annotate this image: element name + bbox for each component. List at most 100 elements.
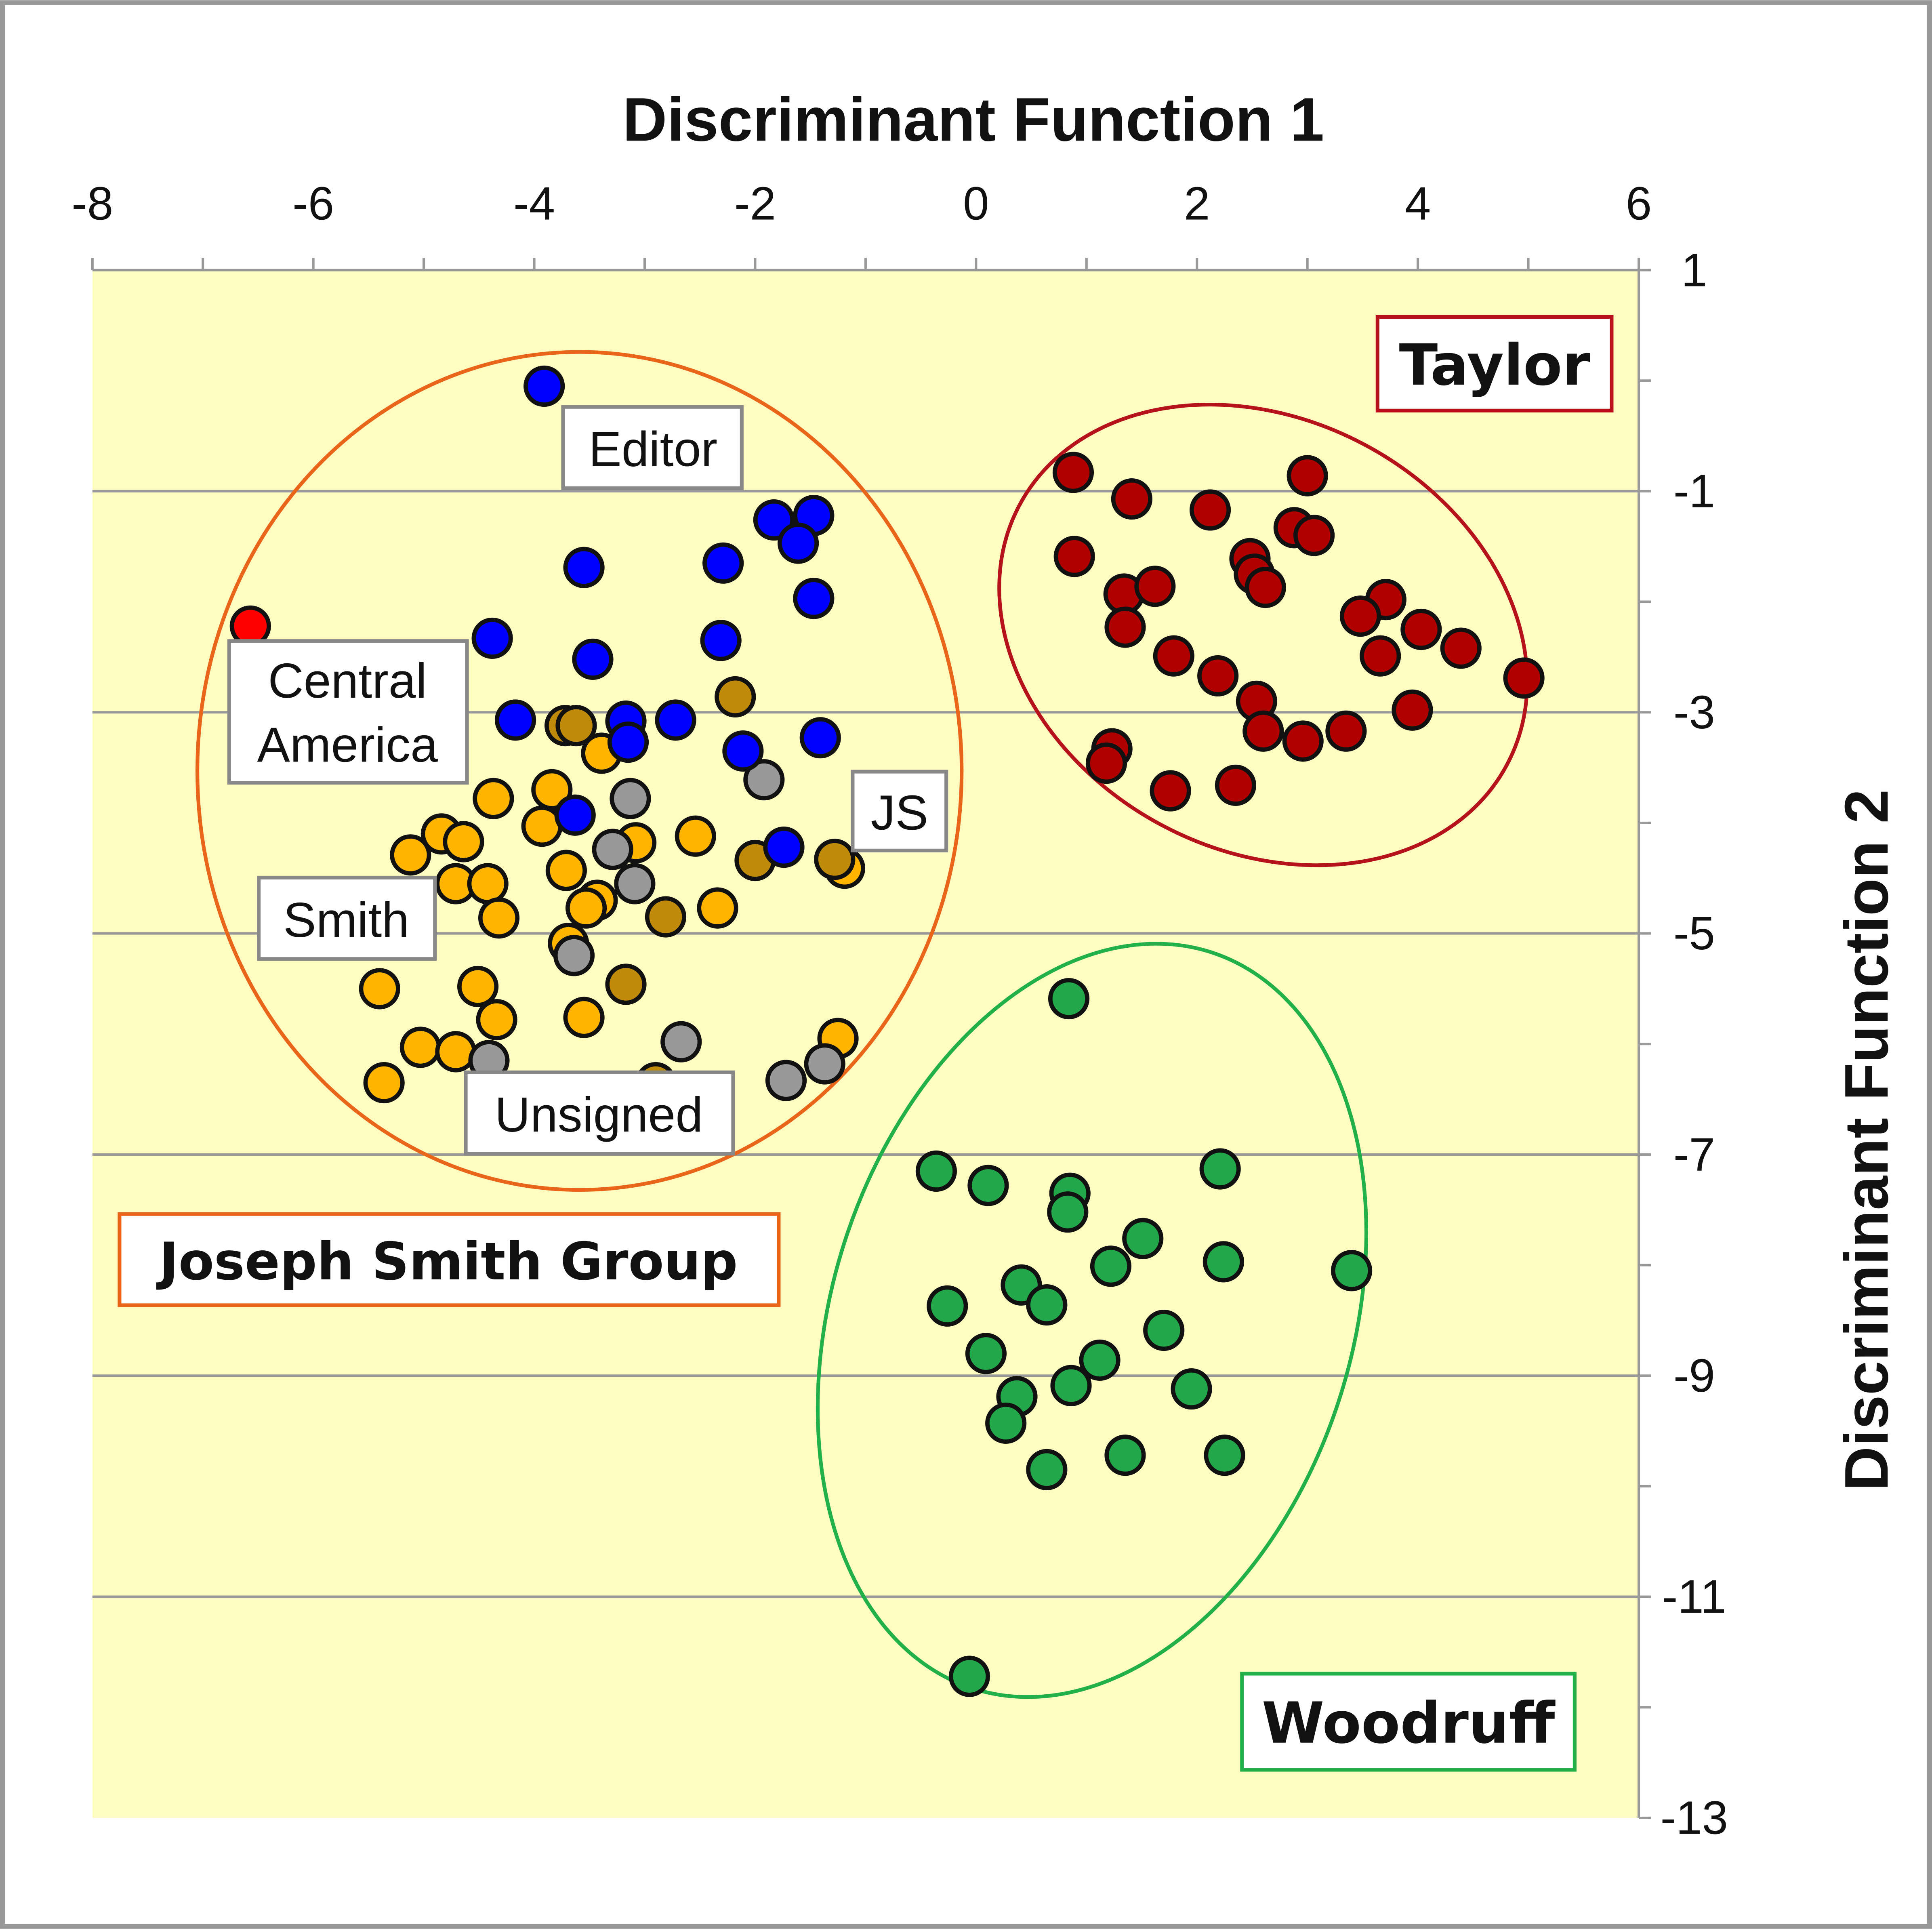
annotation-central-america: Central America — [227, 639, 469, 785]
data-point — [1104, 606, 1146, 648]
data-point — [697, 887, 738, 929]
data-point — [229, 605, 271, 647]
label-woodruff-text: Woodruff — [1262, 1691, 1556, 1757]
x-tick-label: -8 — [71, 177, 113, 230]
label-taylor-text: Taylor — [1399, 332, 1590, 398]
data-point — [1122, 1218, 1164, 1259]
data-point — [965, 1333, 1007, 1374]
data-point — [967, 1165, 1009, 1206]
data-point — [1104, 1435, 1146, 1476]
data-point — [473, 778, 514, 819]
annotation-smith-text: Smith — [283, 892, 409, 947]
data-point — [793, 578, 835, 619]
data-point — [565, 887, 607, 929]
data-point — [715, 676, 756, 718]
group-ellipse — [997, 403, 1529, 867]
data-point — [390, 834, 431, 876]
annotation-smith: Smith — [257, 875, 437, 961]
data-point — [804, 1043, 845, 1085]
x-tick-label: -4 — [513, 177, 555, 230]
data-point — [985, 1402, 1027, 1444]
data-point — [777, 522, 819, 564]
data-point — [610, 778, 651, 819]
data-point — [467, 863, 509, 905]
data-point — [1026, 1284, 1068, 1326]
data-point — [722, 730, 764, 772]
data-point — [1331, 1250, 1373, 1292]
data-point — [1026, 1449, 1068, 1490]
data-point — [702, 542, 744, 584]
data-point — [614, 863, 656, 905]
data-point — [763, 827, 805, 868]
data-point — [915, 1150, 957, 1192]
data-point — [1189, 489, 1231, 531]
annotation-america-text: America — [257, 717, 438, 772]
data-point — [1079, 1339, 1121, 1381]
annotation-unsigned: Unsigned — [464, 1070, 735, 1156]
data-point — [655, 699, 696, 741]
data-point — [1325, 710, 1367, 752]
data-point — [494, 699, 536, 741]
data-point — [1150, 770, 1191, 812]
data-point — [1171, 1368, 1212, 1410]
annotation-js: JS — [851, 770, 948, 852]
y-tick-label: -11 — [1662, 1570, 1726, 1623]
data-point — [1440, 627, 1482, 669]
annotation-unsigned-text: Unsigned — [495, 1087, 703, 1142]
group-ellipses — [195, 350, 1529, 1699]
data-point — [1245, 566, 1286, 608]
data-point — [765, 1060, 807, 1101]
data-point — [553, 935, 595, 976]
data-point — [1392, 689, 1433, 731]
data-point — [563, 547, 605, 588]
data-point — [1143, 1309, 1185, 1351]
data-point — [523, 365, 565, 407]
data-point — [1053, 536, 1095, 577]
data-point — [1282, 720, 1324, 762]
annotation-editor: Editor — [561, 405, 744, 490]
data-point — [592, 829, 633, 870]
data-point — [563, 997, 605, 1038]
data-point — [1111, 478, 1152, 520]
data-point — [1048, 978, 1090, 1020]
data-point — [1197, 655, 1239, 697]
label-joseph-smith-group-text: Joseph Smith Group — [156, 1232, 738, 1292]
y-tick-label: -13 — [1661, 1792, 1728, 1844]
x-tick-label: 4 — [1405, 177, 1431, 230]
data-point — [675, 815, 716, 857]
data-point — [363, 1062, 405, 1104]
annotation-js-text: JS — [871, 785, 928, 840]
y-tick-label: -7 — [1673, 1128, 1715, 1181]
data-point — [1134, 566, 1176, 607]
annotation-central-text: Central — [268, 653, 427, 708]
data-point — [1293, 515, 1335, 556]
data-point — [927, 1285, 968, 1327]
y-tick-label: -3 — [1673, 686, 1715, 738]
group-ellipse — [195, 350, 964, 1192]
data-point — [545, 850, 587, 891]
data-point — [1203, 1241, 1244, 1283]
data-point — [457, 966, 499, 1008]
data-points — [229, 365, 1545, 1697]
data-point — [1360, 635, 1401, 677]
data-point — [1090, 1245, 1132, 1287]
data-point — [1215, 764, 1257, 806]
x-tick-label: 6 — [1626, 177, 1652, 230]
data-point — [605, 963, 647, 1005]
data-point — [1339, 595, 1381, 637]
data-point — [1503, 657, 1545, 699]
annotation-editor-text: Editor — [589, 422, 717, 477]
data-point — [1204, 1435, 1245, 1476]
data-point — [1242, 710, 1284, 752]
y-tick-label: -9 — [1673, 1349, 1715, 1402]
plot-area — [92, 270, 1639, 1818]
y-axis-title: Discriminant Function 2 — [1832, 789, 1901, 1491]
x-tick-label: 2 — [1184, 177, 1210, 230]
data-point — [814, 839, 856, 880]
x-tick-label: -6 — [292, 177, 334, 230]
data-point — [443, 821, 484, 862]
data-point — [572, 638, 614, 680]
data-point — [359, 968, 400, 1010]
data-point — [399, 1027, 441, 1068]
